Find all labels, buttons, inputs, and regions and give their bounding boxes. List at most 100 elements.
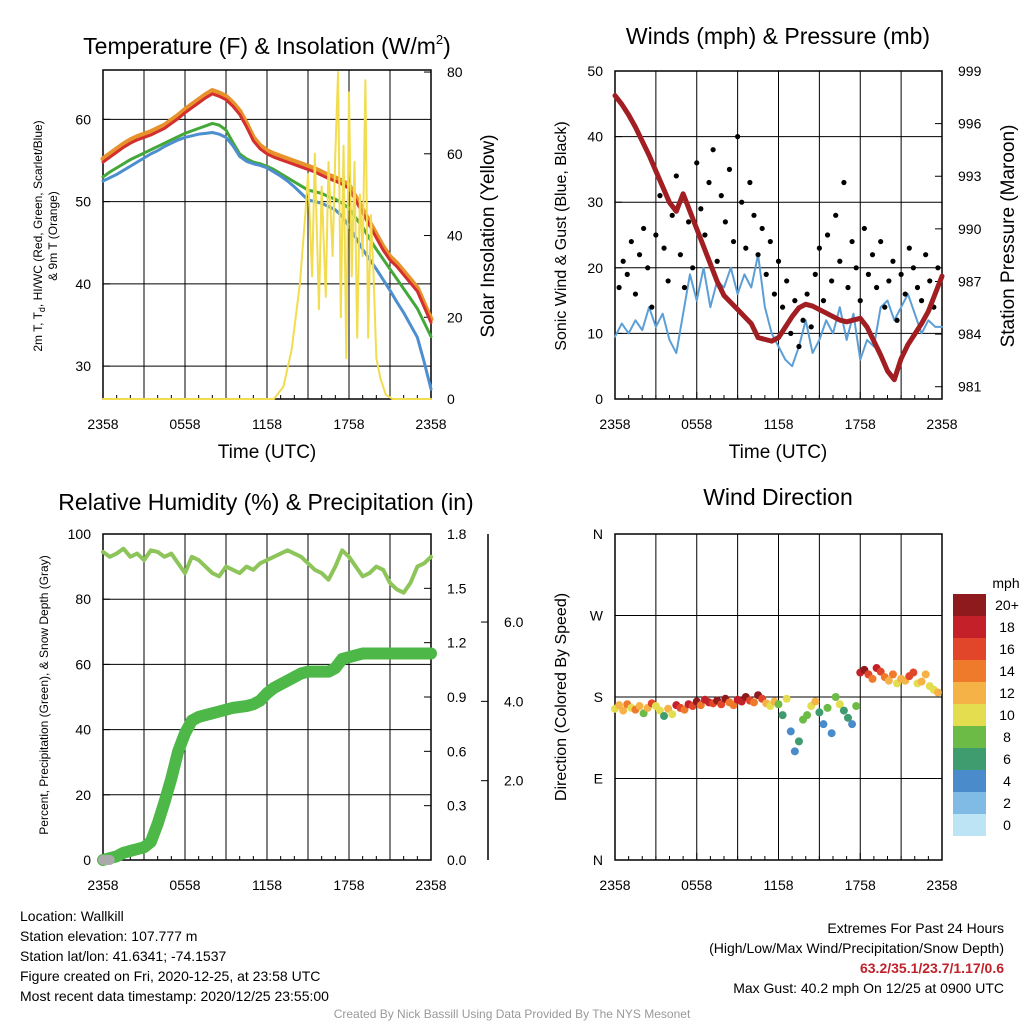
wind-direction-point: [668, 710, 677, 719]
gust-point: [861, 225, 867, 232]
wind-direction-point: [635, 702, 644, 711]
colorbar-label: 20+: [995, 597, 1019, 613]
winds-left-tick-label: 30: [587, 194, 603, 210]
insolation-line: [102, 71, 432, 400]
heat-index-line: [101, 131, 433, 391]
winds-left-tick-label: 20: [587, 260, 603, 276]
wind-direction-chart-title: Wind Direction: [703, 484, 853, 510]
gust-point: [771, 291, 778, 297]
colorbar-label: 16: [999, 641, 1015, 657]
humidity-left-tick-label: 80: [75, 591, 91, 607]
gust-point: [726, 166, 733, 172]
two-meter-temp-line: [101, 92, 433, 325]
wind-direction-point: [778, 711, 787, 720]
wind-direction-point: [888, 670, 897, 679]
winds-x-tick-label: 2358: [926, 416, 957, 432]
humidity-x-tick-label: 1758: [333, 877, 364, 893]
precipitation-right-tick-label: 1.2: [447, 635, 467, 651]
wind-direction-point: [884, 676, 893, 685]
gust-point: [910, 265, 916, 271]
precipitation-right-tick-label: 1.5: [447, 580, 467, 596]
colorbar-swatch: [953, 726, 986, 748]
wind-direction-point: [774, 700, 783, 709]
wind-direction-point: [819, 720, 828, 729]
gust-point: [751, 212, 757, 218]
winds-panel: Winds (mph) & Pressure (mb) 2358 0558 1158…: [553, 23, 1019, 463]
winds-x-tick-label: 0558: [681, 416, 712, 432]
colorbar-swatch: [953, 814, 986, 836]
extremes-title: Extremes For Past 24 Hours: [827, 920, 1004, 936]
wind-direction-plot-area: 2358 0558 1158 1758 2358 N E S W N: [590, 526, 958, 893]
precipitation-right-tick-label: 0.9: [447, 689, 467, 705]
temperature-left-label-line1a: 2m T, T: [31, 311, 45, 351]
temperature-left-tick-label: 50: [75, 194, 91, 210]
gust-point: [714, 258, 720, 264]
winds-x-axis-label: Time (UTC): [729, 442, 828, 463]
temperature-left-axis-label-line2: & 9m T (Orange): [46, 191, 60, 281]
gust-point: [698, 206, 704, 212]
station-elevation: Station elevation: 107.777 m: [20, 928, 198, 944]
figure-created: Figure created on Fri, 2020-12-25, at 23…: [20, 968, 321, 984]
winds-chart-title: Winds (mph) & Pressure (mb): [626, 23, 930, 49]
wind-direction-x-tick-label: 1758: [845, 877, 876, 893]
gust-point: [632, 291, 639, 297]
credit-line: Created By Nick Bassill Using Data Provi…: [333, 1007, 691, 1021]
gust-point: [882, 304, 888, 310]
gust-point: [759, 225, 765, 232]
pressure-right-tick-label: 990: [958, 221, 982, 237]
wind-direction-left-tick-label: W: [590, 608, 604, 624]
gust-point: [735, 134, 741, 140]
humidity-left-tick-label: 20: [75, 787, 91, 803]
temperature-x-tick-label: 2358: [87, 416, 118, 432]
gust-point: [869, 252, 876, 258]
wind-direction-point: [868, 674, 877, 683]
gust-point: [812, 271, 818, 277]
gust-point: [747, 179, 753, 186]
wind-direction-point: [680, 705, 689, 714]
colorbar-swatch: [953, 748, 986, 770]
gust-point: [706, 179, 712, 186]
snow-depth-tick-label: 6.0: [504, 614, 524, 630]
gust-point: [874, 284, 880, 291]
colorbar-label: 4: [1003, 773, 1011, 789]
gust-point: [837, 258, 843, 264]
wind-direction-point: [749, 698, 758, 707]
humidity-panel: Relative Humidity (%) & Precipitation (i…: [37, 489, 524, 893]
gust-point: [628, 238, 634, 245]
temperature-left-tick-label: 60: [75, 111, 91, 127]
gust-point: [685, 219, 692, 225]
wind-direction-x-tick-label: 2358: [926, 877, 957, 893]
gust-point: [673, 173, 679, 179]
wind-direction-point: [729, 701, 738, 710]
colorbar-title: mph: [992, 575, 1019, 591]
wind-direction-point: [917, 677, 926, 686]
wind-direction-left-tick-label: N: [593, 852, 603, 868]
colorbar-swatch: [953, 638, 986, 660]
colorbar-swatch: [953, 770, 986, 792]
winds-x-tick-label: 1758: [845, 416, 876, 432]
temperature-x-tick-label: 1758: [333, 416, 364, 432]
station-pressure-line: [612, 93, 945, 383]
colorbar-label: 8: [1003, 729, 1011, 745]
winds-left-tick-label: 40: [587, 129, 603, 145]
gust-point: [755, 252, 761, 258]
winds-left-tick-label: 10: [587, 325, 603, 341]
pressure-right-tick-label: 996: [958, 116, 982, 132]
wind-direction-point: [827, 729, 836, 738]
gust-point: [690, 265, 696, 271]
wind-direction-point: [660, 712, 669, 721]
wind-direction-point: [811, 697, 820, 706]
wind-direction-point: [794, 737, 803, 746]
gust-point: [923, 252, 929, 258]
wind-direction-point: [639, 709, 648, 718]
wind-direction-point: [696, 701, 705, 710]
speed-colorbar: mph 0 2 4 6 8 10 12 14 16 18 20+: [953, 575, 1020, 836]
colorbar-label: 0: [1003, 817, 1011, 833]
wind-direction-x-tick-label: 1158: [763, 877, 793, 893]
relative-humidity-line: [101, 546, 433, 595]
sonic-wind-line: [614, 253, 943, 368]
humidity-x-tick-label: 2358: [415, 877, 446, 893]
station-latlon: Station lat/lon: 41.6341; -74.1537: [20, 948, 227, 964]
gust-point: [710, 147, 716, 153]
extremes-subtitle: (High/Low/Max Wind/Precipitation/Snow De…: [709, 940, 1004, 956]
